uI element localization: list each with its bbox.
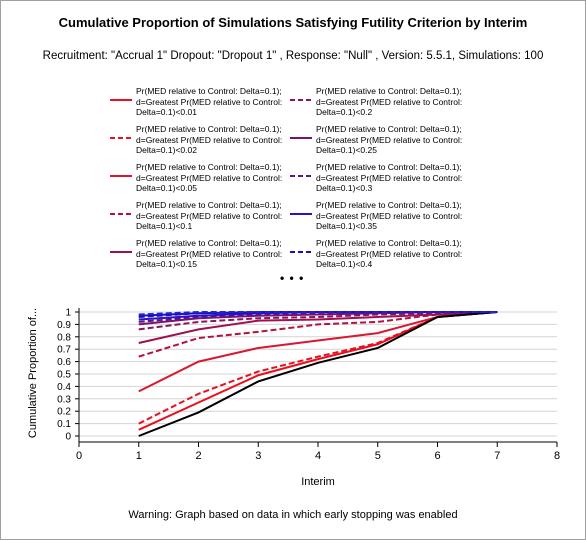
legend-item[interactable]: Pr(MED relative to Control: Delta=0.1); … — [110, 162, 290, 198]
axes — [75, 308, 558, 447]
x-tick-label: 4 — [315, 450, 321, 462]
y-tick-label: 0.5 — [57, 370, 71, 381]
legend-item[interactable]: Pr(MED relative to Control: Delta=0.1); … — [290, 124, 470, 160]
legend-label: Pr(MED relative to Control: Delta=0.1); … — [316, 86, 463, 117]
series-line-5[interactable] — [138, 311, 498, 331]
legend-swatch — [110, 175, 132, 177]
y-tick-label: 0.9 — [57, 320, 71, 331]
legend-label: Pr(MED relative to Control: Delta=0.1); … — [136, 162, 283, 193]
legend-swatch — [290, 213, 312, 215]
legend-label: Pr(MED relative to Control: Delta=0.1); … — [316, 238, 463, 269]
legend-label: Pr(MED relative to Control: Delta=0.1); … — [316, 200, 463, 231]
y-tick-label: 0.2 — [57, 407, 71, 418]
tick-labels: 00.10.20.30.40.50.60.70.80.910 1 2 3 4 5 6 7 8 — [57, 308, 560, 463]
legend-more-indicator[interactable]: • • • — [280, 271, 305, 285]
y-tick-label: 0.6 — [57, 357, 71, 368]
x-tick-label: 7 — [494, 450, 500, 462]
legend-swatch — [110, 137, 132, 139]
x-tick-label: 3 — [255, 450, 261, 462]
x-axis-label: Interim — [301, 476, 335, 488]
legend-swatch — [290, 251, 312, 253]
legend-item[interactable]: Pr(MED relative to Control: Delta=0.1); … — [290, 86, 470, 122]
y-tick-label: 0.1 — [57, 419, 71, 430]
legend-swatch — [110, 251, 132, 253]
legend-item[interactable]: Pr(MED relative to Control: Delta=0.1); … — [110, 238, 290, 274]
series-line-4[interactable] — [138, 311, 498, 344]
legend-label: Pr(MED relative to Control: Delta=0.1); … — [136, 200, 283, 231]
legend-item[interactable]: Pr(MED relative to Control: Delta=0.1); … — [110, 86, 290, 122]
legend-item[interactable]: Pr(MED relative to Control: Delta=0.1); … — [110, 124, 290, 160]
legend-item[interactable]: Pr(MED relative to Control: Delta=0.1); … — [290, 238, 470, 274]
series-lines — [138, 311, 498, 437]
y-tick-label: 1 — [65, 308, 71, 319]
x-tick-label: 0 — [76, 450, 82, 462]
x-tick-label: 6 — [434, 450, 440, 462]
chart-legend: Pr(MED relative to Control: Delta=0.1); … — [110, 86, 510, 276]
x-tick-label: 2 — [195, 450, 201, 462]
legend-item[interactable]: Pr(MED relative to Control: Delta=0.1); … — [290, 200, 470, 236]
series-line-0[interactable] — [138, 311, 498, 431]
legend-label: Pr(MED relative to Control: Delta=0.1); … — [136, 238, 283, 269]
x-tick-label: 5 — [375, 450, 381, 462]
y-tick-label: 0.8 — [57, 332, 71, 343]
y-axis-label: Cumulative Proportion of... — [27, 308, 39, 438]
legend-label: Pr(MED relative to Control: Delta=0.1); … — [316, 162, 463, 193]
legend-item[interactable]: Pr(MED relative to Control: Delta=0.1); … — [110, 200, 290, 236]
y-tick-label: 0 — [65, 432, 71, 443]
series-line-1[interactable] — [138, 311, 498, 425]
y-tick-label: 0.3 — [57, 394, 71, 405]
legend-item[interactable]: Pr(MED relative to Control: Delta=0.1); … — [290, 162, 470, 198]
legend-swatch — [290, 175, 312, 177]
x-tick-label: 8 — [554, 450, 560, 462]
legend-label: Pr(MED relative to Control: Delta=0.1); … — [136, 124, 283, 155]
x-tick-label: 1 — [136, 450, 142, 462]
warning-note: Warning: Graph based on data in which ea… — [128, 509, 458, 521]
series-line-10[interactable] — [138, 311, 498, 437]
chart-subtitle: Recruitment: "Accrual 1" Dropout: "Dropo… — [42, 50, 544, 62]
legend-swatch — [290, 137, 312, 139]
legend-swatch — [110, 213, 132, 215]
series-line-12[interactable] — [138, 311, 498, 316]
y-tick-label: 0.4 — [57, 382, 71, 393]
y-tick-label: 0.7 — [57, 345, 71, 356]
legend-swatch — [110, 99, 132, 101]
legend-swatch — [290, 99, 312, 101]
legend-label: Pr(MED relative to Control: Delta=0.1); … — [316, 124, 463, 155]
legend-label: Pr(MED relative to Control: Delta=0.1); … — [136, 86, 283, 117]
chart-title: Cumulative Proportion of Simulations Sat… — [58, 15, 528, 30]
